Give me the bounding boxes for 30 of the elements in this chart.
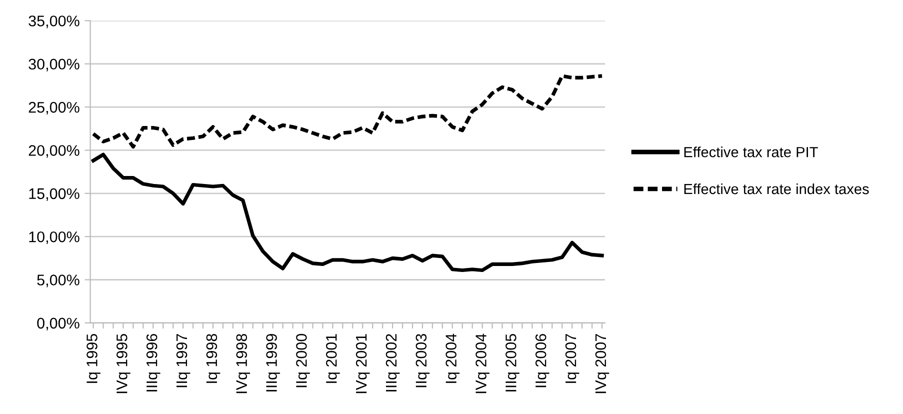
y-tick-label: 25,00% [28,102,80,115]
x-tick-label: IVq 1995 [116,334,130,394]
legend-label: Effective tax rate index taxes [684,183,869,194]
x-tick-label: Iq 1998 [206,334,220,383]
x-tick-label: IIIq 1996 [146,334,160,392]
x-tick-label: IIq 2003 [416,334,430,388]
y-tick-label: 10,00% [29,231,80,244]
line-series [91,74,604,149]
legend-label: Effective tax rate PIT [684,146,818,158]
x-tick-label: IIIq 2005 [506,334,520,392]
x-tick-label: IVq 1998 [236,334,250,394]
x-tick-label: Iq 2001 [326,334,340,383]
x-tick-label: IIq 2000 [296,334,310,388]
x-tick-label: Iq 1995 [86,334,100,383]
y-tick-label: 15,00% [29,188,80,201]
x-tick-label: IVq 2001 [356,334,370,394]
x-tick-label: IIq 2006 [535,334,550,388]
x-tick-label: IIIq 2002 [386,334,400,392]
y-tick-label: 35,00% [28,16,80,28]
x-tick-label: IIq 1997 [176,334,190,388]
x-tick-label: Iq 2004 [446,334,460,383]
x-tick-label: IVq 2004 [476,334,490,394]
x-tick-label: Iq 2007 [565,334,580,383]
y-tick-label: 5,00% [37,274,80,288]
y-tick-label: 0,00% [37,318,80,330]
y-tick-label: 30,00% [28,58,80,72]
x-tick-label: IIIq 1999 [266,334,280,392]
y-tick-label: 20,00% [28,145,80,158]
x-tick-label: IVq 2007 [595,334,610,394]
line-series [91,152,604,272]
